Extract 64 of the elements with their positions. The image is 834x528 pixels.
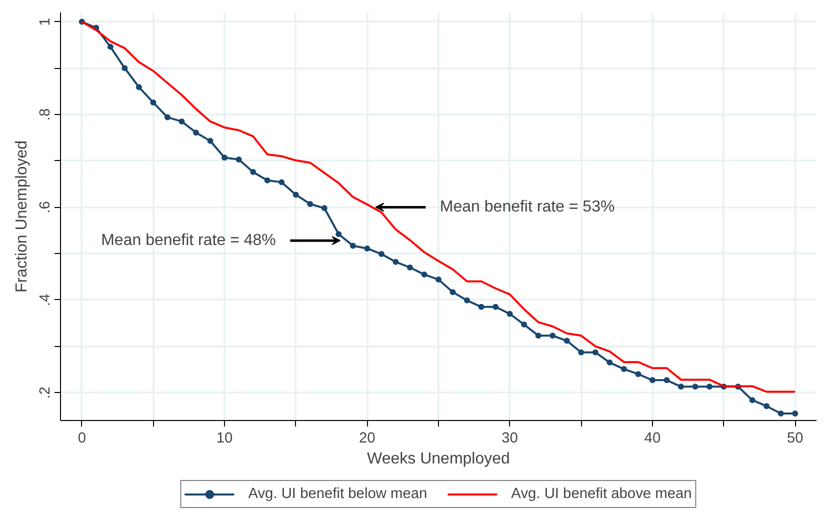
point <box>107 44 114 50</box>
point <box>207 138 214 144</box>
point <box>236 156 242 162</box>
point <box>492 304 499 310</box>
point <box>164 114 170 120</box>
x-axis-title: Weeks Unemployed <box>367 450 510 468</box>
point <box>464 297 470 304</box>
point <box>292 192 299 198</box>
point <box>478 304 484 310</box>
y-axis-title: Fraction Unemployed <box>14 140 30 293</box>
point <box>436 276 442 283</box>
y-tick-label: 1 <box>38 18 54 26</box>
y-tick-label: .6 <box>38 201 54 214</box>
point <box>250 168 256 175</box>
x-tick-label: 30 <box>502 430 518 446</box>
point <box>678 384 684 390</box>
point <box>749 397 756 404</box>
point <box>778 410 784 417</box>
point <box>506 310 513 317</box>
point <box>364 245 370 252</box>
x-tick-label: 10 <box>216 430 233 446</box>
y-tick-label: .8 <box>38 108 54 121</box>
point <box>620 366 627 372</box>
y-tick-label: .2 <box>38 386 54 399</box>
point <box>193 130 200 136</box>
y-tick-label: .4 <box>38 294 54 306</box>
point <box>421 271 428 278</box>
x-tick-label: 0 <box>78 430 86 446</box>
point <box>178 118 185 124</box>
point <box>792 410 798 417</box>
annotation: Mean benefit rate = 53% <box>440 198 615 216</box>
point <box>122 65 128 72</box>
point <box>521 322 528 328</box>
point <box>706 384 713 390</box>
x-tick-label: 40 <box>644 430 661 446</box>
point <box>592 349 598 356</box>
point <box>350 242 356 249</box>
point <box>764 403 770 410</box>
annotation: Mean benefit rate = 48% <box>101 232 276 250</box>
point <box>578 349 584 356</box>
point <box>378 251 384 258</box>
legend-label: Avg. UI benefit above mean <box>511 486 692 502</box>
point <box>692 384 698 390</box>
point <box>278 179 285 186</box>
point <box>606 360 613 366</box>
point <box>550 332 556 339</box>
point <box>649 377 656 384</box>
point <box>136 84 142 90</box>
point <box>392 258 399 265</box>
point <box>150 99 156 106</box>
point <box>406 264 413 270</box>
point <box>264 177 270 184</box>
point <box>321 205 328 212</box>
point <box>535 332 542 339</box>
point <box>450 289 456 296</box>
x-tick-label: 20 <box>359 430 376 446</box>
x-tick-label: 50 <box>786 430 804 446</box>
point <box>664 377 670 384</box>
point <box>564 338 570 344</box>
point <box>307 200 314 207</box>
point <box>222 154 228 161</box>
point <box>635 371 642 378</box>
legend-label: Avg. UI benefit below mean <box>248 486 428 502</box>
point <box>336 231 342 238</box>
